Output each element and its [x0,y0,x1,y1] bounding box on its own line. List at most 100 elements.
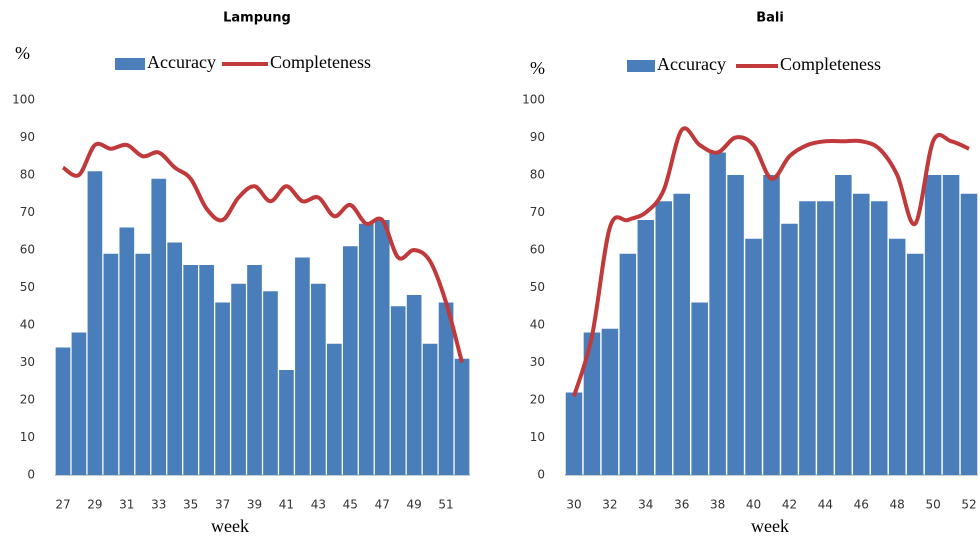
x-tick-label: 49 [406,498,421,512]
bar [135,253,151,475]
legend-swatch [115,58,145,70]
bar [119,227,135,475]
bar [924,175,942,475]
y-tick-label: 10 [530,430,545,444]
bar [888,238,906,475]
bar [454,358,470,475]
x-tick-label: 43 [311,498,326,512]
chart-title: Bali [756,11,784,26]
bar [438,302,454,475]
y-tick-label: 20 [20,393,35,407]
bar [199,265,214,475]
y-tick-label: 50 [20,280,35,294]
x-tick-label: 38 [710,498,725,512]
y-tick-label: 10 [20,430,35,444]
bar [87,171,103,475]
x-tick-label: 39 [247,498,262,512]
x-tick-label: 45 [343,498,358,512]
legend-label: Completeness [780,54,881,74]
bar [763,175,780,475]
legend-label: Accuracy [147,52,216,72]
y-tick-label: 70 [20,205,35,219]
y-tick-label: 20 [530,393,545,407]
y-tick-label: 0 [27,468,35,482]
bar [673,193,690,475]
bar [55,347,71,475]
y-tick-label: 30 [530,355,545,369]
bar [103,253,119,475]
bar [942,175,960,475]
x-tick-label: 35 [183,498,198,512]
bar [231,283,246,475]
bar [781,223,798,475]
x-tick-label: 34 [638,498,653,512]
bar [71,332,87,475]
bar [835,175,852,475]
x-axis-label: week [211,516,249,536]
x-tick-label: 50 [925,498,940,512]
x-tick-label: 47 [375,498,390,512]
bar [151,178,167,475]
y-tick-label: 100 [12,93,35,107]
bar [799,201,816,475]
bar [183,265,199,475]
bar [619,253,637,475]
bar [727,175,744,475]
bar [342,246,358,475]
x-tick-label: 27 [55,498,70,512]
y-tick-label: 50 [530,280,545,294]
bar [960,193,978,475]
x-tick-label: 48 [890,498,905,512]
y-tick-label: 100 [522,93,545,107]
bar [853,193,870,475]
bar [295,257,310,475]
legend-label: Completeness [270,52,371,72]
y-tick-label: 90 [530,130,545,144]
bar [745,238,762,475]
x-tick-label: 46 [854,498,869,512]
legend-swatch [627,60,655,72]
bar [655,201,673,475]
x-tick-label: 36 [674,498,689,512]
bar [247,265,262,475]
bar [422,343,438,475]
bar [390,306,406,475]
bar [691,302,708,475]
x-tick-label: 30 [566,498,581,512]
y-tick-label: 80 [530,168,545,182]
x-tick-label: 52 [961,498,976,512]
x-tick-label: 32 [602,498,617,512]
bar [817,201,834,475]
x-tick-label: 29 [87,498,102,512]
chart-title: Lampung [223,11,291,26]
bar [583,332,601,475]
bar [279,370,294,475]
bar [311,283,326,475]
y-tick-label: 70 [530,205,545,219]
bar [906,253,924,475]
y-tick-label: 40 [20,318,35,332]
y-axis-label: % [530,58,545,78]
bar [565,392,583,475]
x-tick-label: 41 [279,498,294,512]
y-tick-label: 40 [530,318,545,332]
bar [406,295,422,475]
x-tick-label: 40 [746,498,761,512]
bar [374,220,390,475]
bar [709,152,726,475]
y-tick-label: 60 [20,243,35,257]
bar [215,302,230,475]
x-tick-label: 37 [215,498,230,512]
y-axis-label: % [15,43,30,63]
bar [870,201,888,475]
x-tick-label: 42 [782,498,797,512]
x-tick-label: 31 [119,498,134,512]
bar [637,220,655,475]
y-tick-label: 60 [530,243,545,257]
x-tick-label: 44 [818,498,833,512]
line [572,126,970,397]
line [61,141,464,364]
bar [167,242,183,475]
bar [601,328,619,475]
